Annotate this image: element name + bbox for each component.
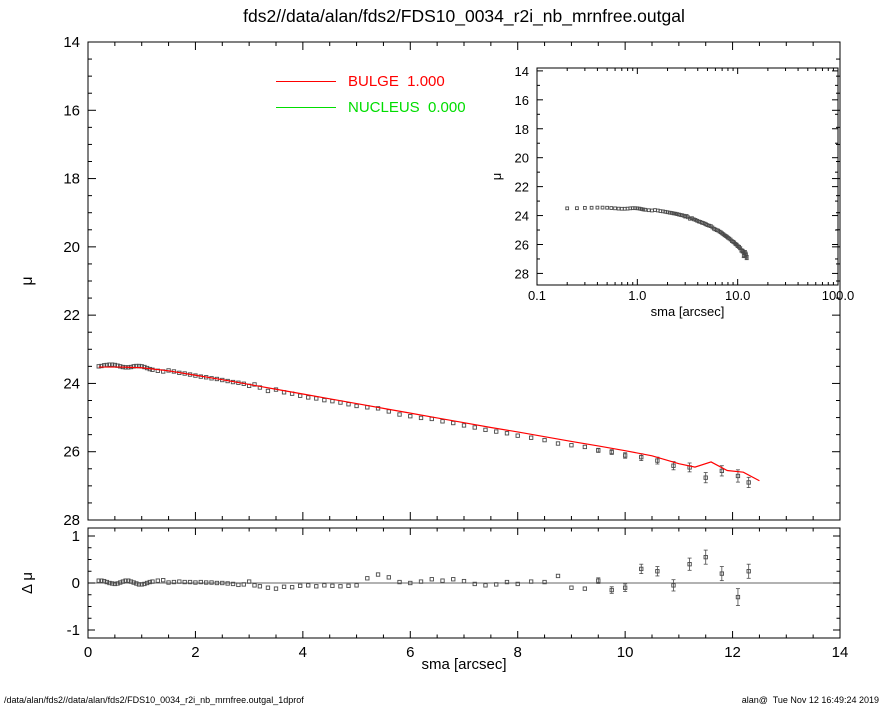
- main-axes-ticks: [87, 41, 841, 521]
- svg-text:24: 24: [63, 375, 80, 392]
- svg-text:28: 28: [63, 512, 80, 529]
- svg-text:4: 4: [299, 644, 307, 661]
- bulge-model-line: [98, 366, 760, 482]
- svg-text:μ: μ: [19, 276, 36, 285]
- svg-text:Δ μ: Δ μ: [19, 572, 36, 594]
- svg-text:sma [arcsec]: sma [arcsec]: [421, 656, 506, 673]
- svg-text:28: 28: [515, 266, 529, 281]
- residuals-points: [96, 549, 751, 606]
- svg-text:12: 12: [724, 644, 741, 661]
- profile-data-points: [565, 205, 749, 261]
- svg-text:8: 8: [514, 644, 522, 661]
- svg-text:22: 22: [63, 307, 80, 324]
- svg-text:μ: μ: [489, 173, 504, 181]
- legend-entry-nucleus: NUCLEUS 0.000: [276, 94, 466, 120]
- footer-path: /data/alan/fds2//data/alan/fds2/FDS10_00…: [4, 695, 304, 705]
- svg-text:26: 26: [515, 237, 529, 252]
- svg-text:10.0: 10.0: [725, 288, 750, 303]
- nucleus-label: NUCLEUS 0.000: [348, 98, 466, 116]
- svg-text:sma [arcsec]: sma [arcsec]: [651, 304, 725, 319]
- legend-entry-bulge: BULGE 1.000: [276, 68, 466, 94]
- residual-frame: [87, 527, 841, 639]
- svg-text:0: 0: [72, 575, 80, 592]
- svg-text:26: 26: [63, 444, 80, 461]
- svg-text:1: 1: [72, 528, 80, 545]
- svg-text:-1: -1: [67, 622, 80, 639]
- svg-text:1.0: 1.0: [628, 288, 646, 303]
- svg-text:18: 18: [515, 122, 529, 137]
- plot-title: fds2//data/alan/fds2/FDS10_0034_r2i_nb_m…: [243, 6, 685, 26]
- svg-text:100.0: 100.0: [822, 288, 855, 303]
- svg-text:0: 0: [84, 644, 92, 661]
- profile-data-points: [96, 362, 751, 488]
- residual-axes-ticks: [87, 528, 841, 638]
- svg-text:16: 16: [63, 102, 80, 119]
- svg-text:22: 22: [515, 180, 529, 195]
- svg-text:24: 24: [515, 209, 529, 224]
- bulge-line-swatch: [276, 80, 336, 82]
- svg-text:10: 10: [617, 644, 634, 661]
- svg-text:14: 14: [515, 64, 529, 79]
- svg-text:20: 20: [63, 239, 80, 256]
- svg-text:20: 20: [515, 151, 529, 166]
- legend: BULGE 1.000 NUCLEUS 0.000: [276, 68, 466, 120]
- main-labels: 14 16 18 20 22 24 26 28 μ: [19, 34, 80, 529]
- svg-text:6: 6: [406, 644, 414, 661]
- bulge-label: BULGE 1.000: [348, 72, 445, 90]
- svg-text:14: 14: [832, 644, 849, 661]
- footer-user-timestamp: alan@ Tue Nov 12 16:49:24 2019: [741, 695, 879, 705]
- inset-frame: [536, 67, 839, 286]
- svg-text:2: 2: [191, 644, 199, 661]
- svg-text:0.1: 0.1: [528, 288, 546, 303]
- svg-text:16: 16: [515, 93, 529, 108]
- svg-text:14: 14: [63, 34, 80, 51]
- inset-labels: 14 16 18 20 22 24 26 28 0.1 1.0 10.0 100.0 μ sma [arc…: [489, 64, 854, 319]
- inset-log-plot: 14 16 18 20 22 24 26 28 0.1 1.0 10.0 100.0 μ sma [arc…: [489, 64, 854, 319]
- main-frame: [87, 41, 841, 521]
- inset-axes-ticks: [536, 68, 839, 285]
- main-profile-plot: 14 16 18 20 22 24 26 28 μ: [19, 34, 841, 529]
- svg-text:18: 18: [63, 171, 80, 188]
- nucleus-line-swatch: [276, 106, 336, 108]
